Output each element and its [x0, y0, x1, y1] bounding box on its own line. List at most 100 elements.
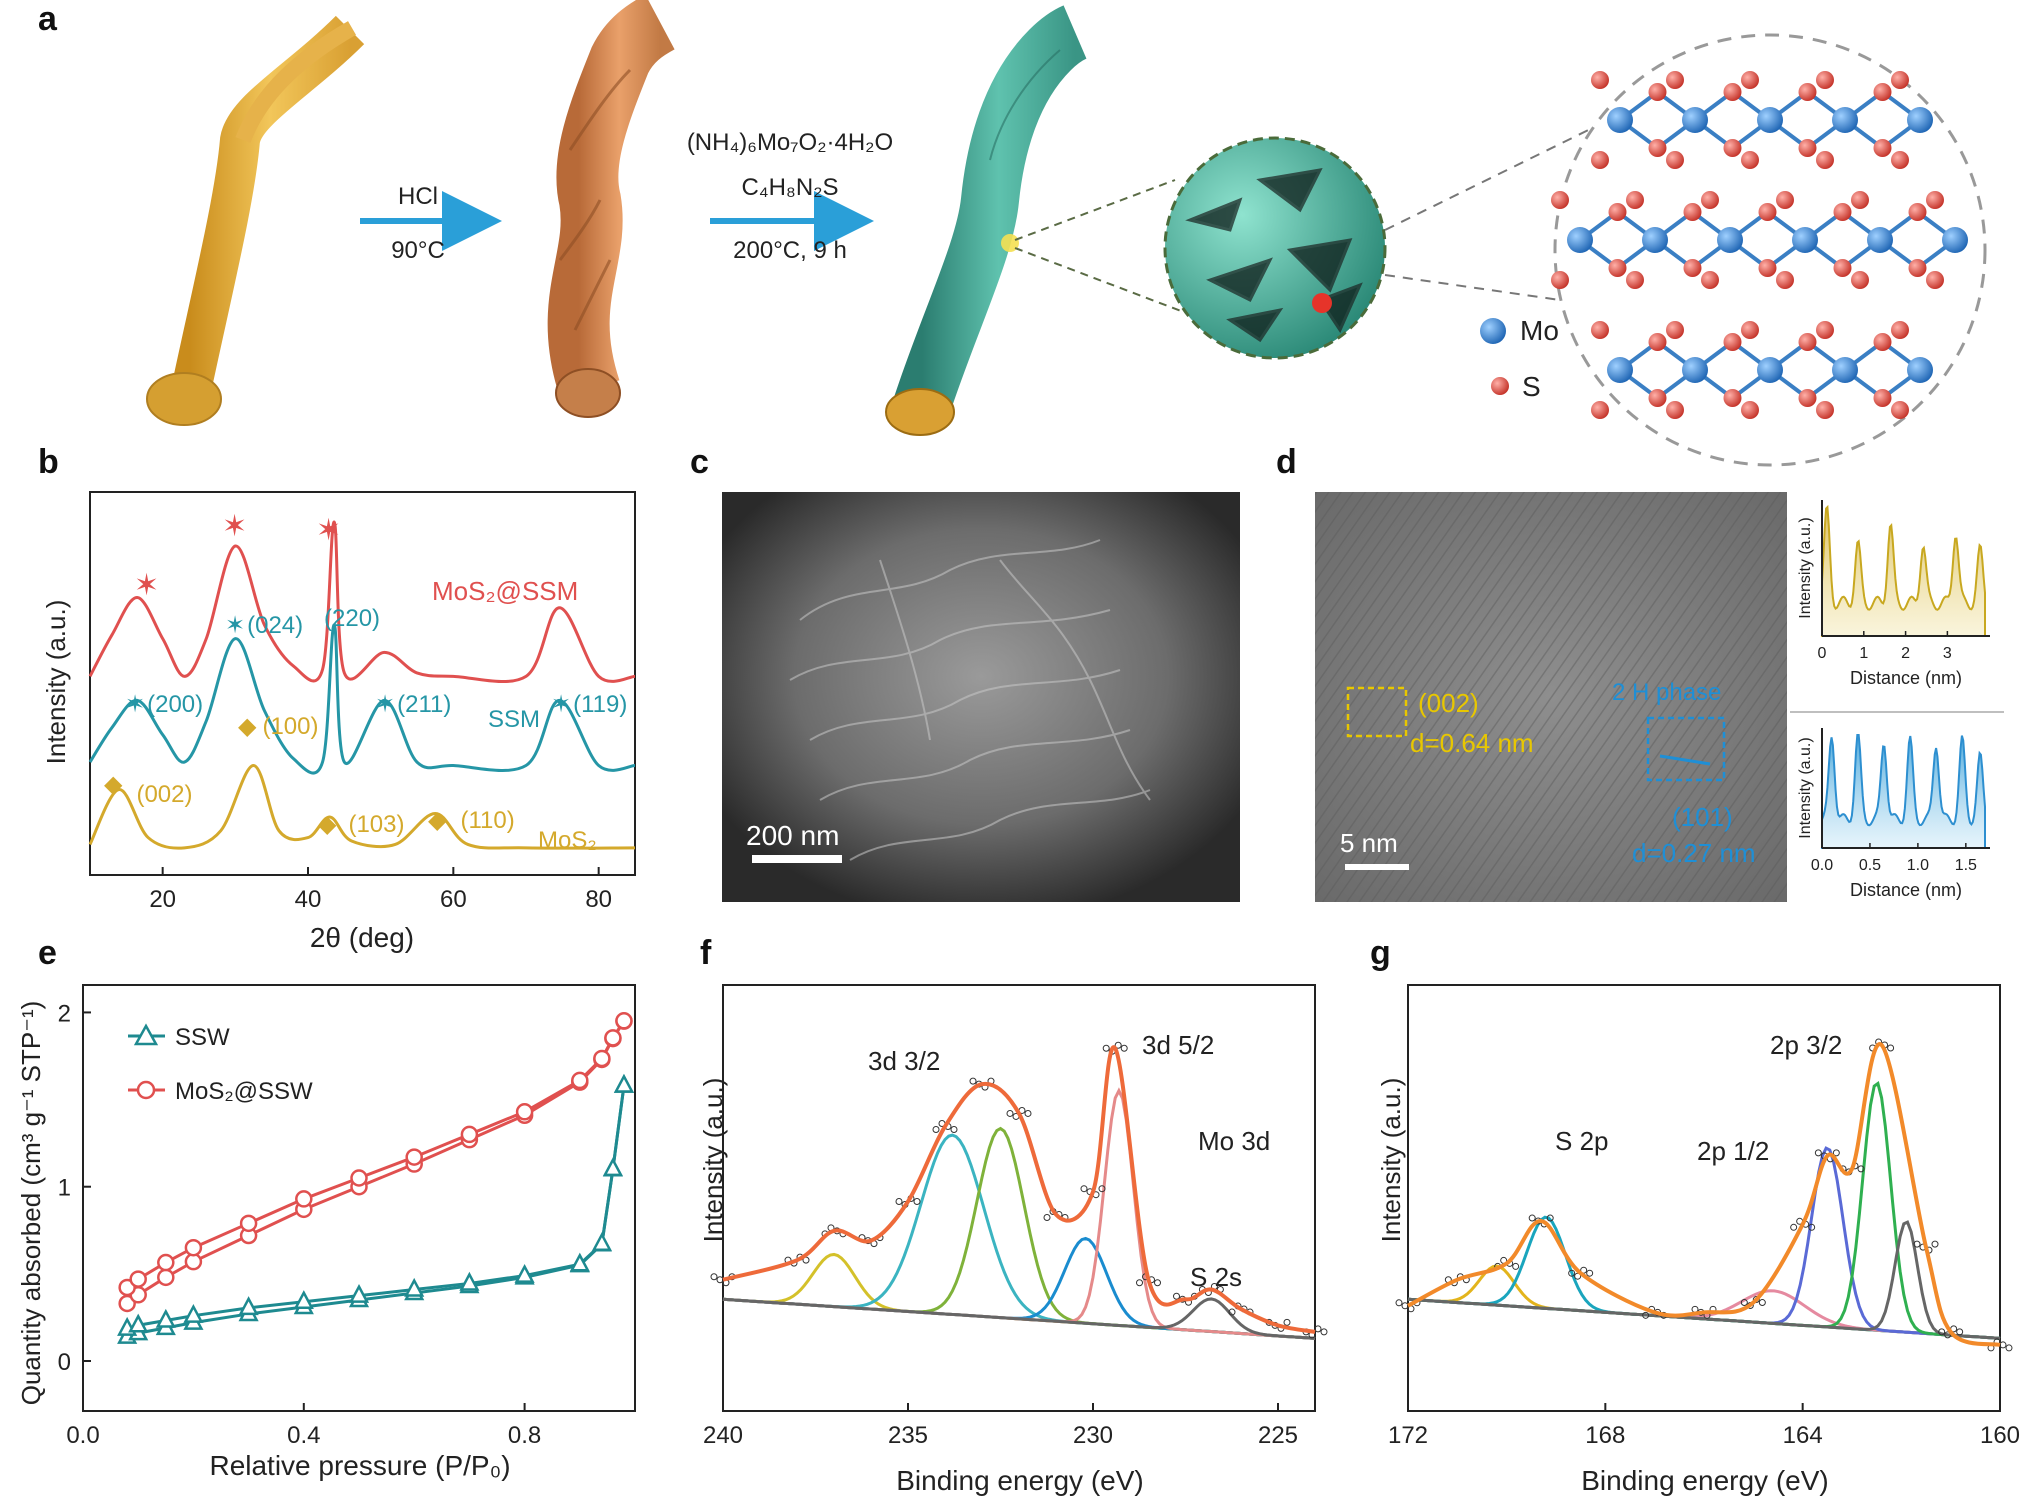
- s-atom: [1776, 191, 1794, 209]
- inset2-xlabel: Distance (nm): [1850, 880, 1962, 900]
- diamond-marker: ◆: [238, 713, 257, 740]
- xps-mo3d-chart: 240 235 230 225 Intensity (a.u.) Binding en…: [698, 984, 1328, 1496]
- mo-atom: [1832, 107, 1858, 133]
- xps-mo-plot-frame: [722, 984, 1316, 1412]
- triangle-marker-icon: [133, 1023, 159, 1046]
- star-marker: ✶: [375, 691, 395, 718]
- gold-wire-illustration: [146, 15, 365, 426]
- s-atom: [1741, 321, 1759, 339]
- s-atom: [1608, 203, 1627, 221]
- xrd-peak-024-label: (024): [247, 612, 303, 639]
- xrd-peak-211: ✶(211): [375, 691, 451, 718]
- bet-xlabel: Relative pressure (P/P₀): [209, 1450, 510, 1481]
- mos2-layers: [1551, 71, 1968, 419]
- s-atom: [1851, 271, 1869, 289]
- xps-mo-xlabel: Binding energy (eV): [896, 1465, 1143, 1496]
- xrd-peak-002: ◆ (002): [104, 771, 193, 808]
- xps-raw-data-point: [1098, 1185, 1106, 1193]
- bet-point-triangle: [459, 1271, 480, 1291]
- s-atom: [1648, 139, 1667, 157]
- xps-raw-data-point: [1114, 1041, 1122, 1049]
- inset1-ticks: 0 1 2 3: [1818, 631, 1952, 662]
- inset-xtick-label: 1.0: [1907, 857, 1929, 874]
- s-atom: [1666, 321, 1684, 339]
- s-atom: [1816, 71, 1834, 89]
- xrd-label-mos2: MoS₂: [538, 827, 597, 854]
- panel-label-b: b: [38, 443, 59, 481]
- bet-point-triangle: [293, 1290, 314, 1309]
- xrd-peak-110-label: (110): [460, 807, 514, 834]
- bet-legend-mos2ssw: MoS₂@SSW: [175, 1078, 313, 1105]
- bet-ytick-label: 2: [58, 1000, 71, 1027]
- inset2-ticks: 0.0 0.5 1.0 1.5: [1811, 843, 1977, 874]
- s-atom: [1851, 191, 1869, 209]
- bet-xtick-label: 0.8: [508, 1422, 541, 1449]
- xps-raw-data-point: [1320, 1328, 1328, 1336]
- xrd-peak-103-label: (103): [348, 811, 404, 838]
- bet-point-circle: [350, 1169, 368, 1187]
- xps-s-peak1-label: 2p 3/2: [1770, 1030, 1842, 1060]
- star-marker: ✶: [125, 691, 145, 718]
- xps-envelope: [722, 1045, 1316, 1334]
- inset1-ylabel: Intensity (a.u.): [1797, 517, 1814, 618]
- nanosheet-sphere: [1163, 136, 1387, 360]
- s-atom: [1816, 321, 1834, 339]
- s-atom: [1798, 139, 1817, 157]
- bet-point-circle: [184, 1238, 203, 1257]
- xps-mo-ticks: 240 235 230 225: [703, 1403, 1298, 1449]
- diamond-marker: ◆: [428, 807, 447, 834]
- s-atom: [1798, 333, 1817, 351]
- xps-raw-data-point: [895, 1197, 903, 1205]
- xps-raw-data-point: [969, 1077, 977, 1085]
- xps-raw-data-point: [1120, 1044, 1128, 1052]
- xps-raw-data-point: [2005, 1344, 2013, 1352]
- xps-raw-data-point: [1913, 1240, 1921, 1248]
- xps-mo-series: [710, 1041, 1328, 1340]
- mo-atom: [1642, 227, 1668, 253]
- copper-wire-illustration: [547, 0, 675, 418]
- mo-atom: [1792, 227, 1818, 253]
- xps-raw-data-point: [1586, 1269, 1594, 1277]
- xps-xtick-label: 164: [1783, 1422, 1823, 1449]
- s-atom: [1873, 139, 1892, 157]
- bet-point-triangle: [404, 1277, 425, 1297]
- xps-s-xlabel: Binding energy (eV): [1581, 1465, 1828, 1496]
- bet-point-triangle: [569, 1252, 590, 1272]
- bet-ytick-label: 1: [58, 1175, 71, 1202]
- xrd-peak-100-label: (100): [262, 713, 318, 740]
- mo-atom: [1607, 107, 1633, 133]
- xps-raw-data-point: [1956, 1328, 1964, 1336]
- xps-raw-data-point: [1642, 1311, 1650, 1319]
- mo-atom: [1682, 357, 1708, 383]
- mo-atom: [1907, 357, 1933, 383]
- line-profile-inset-1: 0 1 2 3 Intensity (a.u.) Distance (nm): [1797, 500, 1990, 688]
- xrd-peak-100: ◆ (100): [238, 713, 319, 740]
- s-atom: [1798, 83, 1817, 101]
- xrd-xtick-label: 20: [149, 886, 176, 913]
- mo-atom: [1682, 107, 1708, 133]
- mo-atom: [1867, 227, 1893, 253]
- bet-xtick-label: 0.4: [287, 1422, 320, 1449]
- mo-atom: [1567, 227, 1593, 253]
- mo-atom: [1757, 107, 1783, 133]
- xps-raw-data-point: [1102, 1044, 1110, 1052]
- bet-chart: 0.0 0.4 0.8 0 1 2 Quantity absorbed (cm³ g⁻¹ …: [16, 984, 636, 1481]
- xps-raw-data-point: [1228, 1308, 1236, 1316]
- s-atom: [1626, 271, 1644, 289]
- s-atom: [1608, 259, 1627, 277]
- xps-raw-data-point: [1740, 1299, 1748, 1307]
- atom-legend: Mo S: [1480, 315, 1559, 402]
- s-atom: [1723, 389, 1742, 407]
- s-atom: [1723, 139, 1742, 157]
- xps-component-peak: [722, 1297, 1316, 1340]
- xps-raw-data-point: [802, 1256, 810, 1264]
- sem-scale-bar-label: 200 nm: [746, 820, 839, 851]
- s-atom: [1926, 191, 1944, 209]
- xps-raw-data-point: [1938, 1328, 1946, 1336]
- xps-raw-data-point: [1808, 1223, 1816, 1231]
- inset2-ylabel: Intensity (a.u.): [1797, 737, 1814, 838]
- s-atom: [1648, 333, 1667, 351]
- xps-raw-data-point: [1136, 1279, 1143, 1287]
- xps-raw-data-point: [710, 1273, 718, 1281]
- s-atom: [1926, 271, 1944, 289]
